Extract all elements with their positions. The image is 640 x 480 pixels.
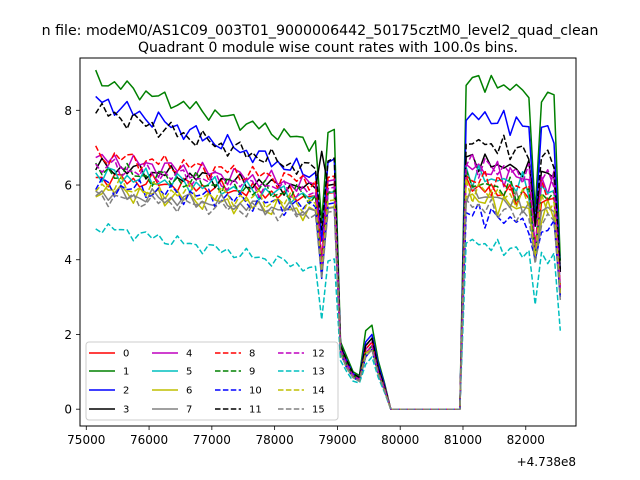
- series-lines: [95, 69, 562, 410]
- legend-label-14: 14: [312, 386, 325, 397]
- legend-label-1: 1: [123, 367, 129, 378]
- series-line-13: [95, 223, 562, 410]
- series-line-15: [95, 190, 562, 410]
- legend-label-7: 7: [186, 405, 192, 416]
- x-offset-label: +4.738e8: [517, 455, 576, 469]
- y-tick-label: 2: [64, 328, 72, 342]
- series-line-10: [95, 177, 562, 410]
- legend-label-12: 12: [312, 349, 325, 360]
- chart-title: Quadrant 0 module wise count rates with …: [138, 40, 518, 56]
- legend-label-0: 0: [123, 349, 129, 360]
- series-line-12: [95, 152, 562, 410]
- x-axis: 75000 76000 77000 78000 79000 80000 81000 82000: [67, 426, 545, 447]
- y-tick-label: 8: [64, 104, 72, 118]
- x-tick-label: 78000: [256, 433, 294, 447]
- legend-label-5: 5: [186, 367, 192, 378]
- legend-label-2: 2: [123, 386, 129, 397]
- y-tick-label: 0: [64, 403, 72, 417]
- axes-frame: [79, 57, 577, 427]
- legend-label-15: 15: [312, 405, 325, 416]
- legend-label-6: 6: [186, 386, 192, 397]
- series-line-1: [95, 69, 562, 410]
- y-tick-label: 4: [64, 253, 72, 267]
- legend-label-9: 9: [249, 367, 255, 378]
- legend-frame: [85, 341, 339, 421]
- legend-label-8: 8: [249, 349, 255, 360]
- series-line-14: [95, 175, 562, 410]
- x-tick-label: 80000: [381, 433, 419, 447]
- y-tick-label: 6: [64, 179, 72, 193]
- legend-label-4: 4: [186, 349, 192, 360]
- x-tick-label: 77000: [193, 433, 231, 447]
- series-line-4: [95, 153, 562, 410]
- figure-suptitle: n file: modeM0/AS1C09_003T01_9000006442_…: [42, 23, 599, 39]
- x-tick-label: 75000: [67, 433, 105, 447]
- legend-label-13: 13: [312, 367, 325, 378]
- legend-label-11: 11: [249, 405, 262, 416]
- x-tick-label: 76000: [130, 433, 168, 447]
- x-tick-label: 82000: [507, 433, 545, 447]
- x-tick-label: 81000: [444, 433, 482, 447]
- x-tick-label: 79000: [318, 433, 356, 447]
- series-line-11: [95, 102, 562, 410]
- legend-label-10: 10: [249, 386, 262, 397]
- legend-label-3: 3: [123, 405, 129, 416]
- series-line-8: [95, 145, 562, 410]
- y-axis: 0 2 4 6 8: [64, 104, 80, 417]
